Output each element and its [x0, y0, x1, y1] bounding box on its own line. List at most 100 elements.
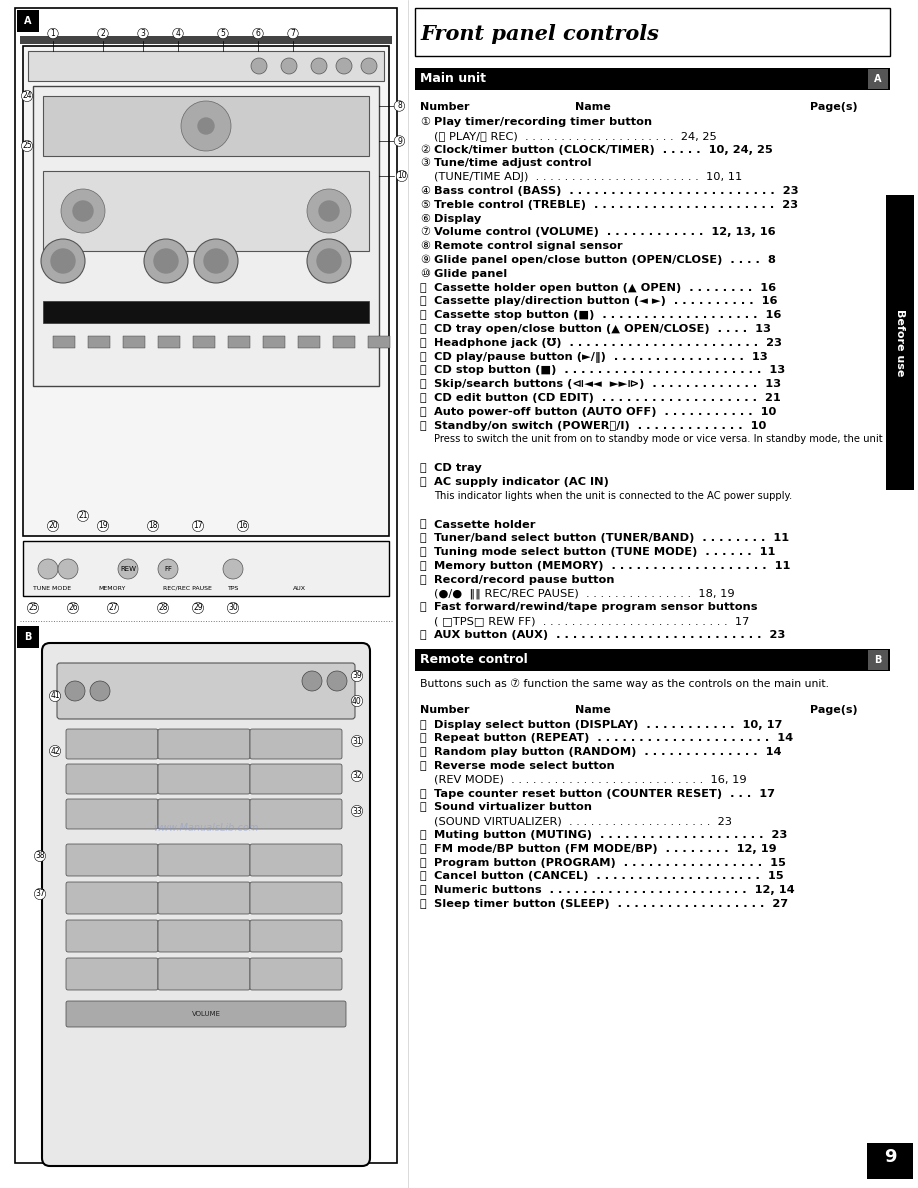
- Circle shape: [302, 671, 322, 691]
- Text: (SOUND VIRTUALIZER)  . . . . . . . . . . . . . . . . . . . .  23: (SOUND VIRTUALIZER) . . . . . . . . . . …: [434, 816, 732, 827]
- Text: ㉖: ㉖: [420, 548, 427, 557]
- FancyBboxPatch shape: [66, 1001, 346, 1026]
- FancyBboxPatch shape: [250, 843, 342, 876]
- Circle shape: [361, 58, 377, 74]
- Text: ⑳: ⑳: [420, 406, 427, 417]
- Text: Numeric buttons  . . . . . . . . . . . . . . . . . . . . . . . .  12, 14: Numeric buttons . . . . . . . . . . . . …: [434, 885, 795, 896]
- Text: 26: 26: [68, 604, 78, 613]
- Text: Treble control (TREBLE)  . . . . . . . . . . . . . . . . . . . . . .  23: Treble control (TREBLE) . . . . . . . . …: [434, 200, 798, 210]
- Text: ㉗: ㉗: [420, 561, 427, 571]
- Text: Sound virtualizer button: Sound virtualizer button: [434, 803, 592, 813]
- Text: Headphone jack (℧)  . . . . . . . . . . . . . . . . . . . . . . .  23: Headphone jack (℧) . . . . . . . . . . .…: [434, 337, 782, 348]
- Circle shape: [194, 239, 238, 283]
- Text: Memory button (MEMORY)  . . . . . . . . . . . . . . . . . . .  11: Memory button (MEMORY) . . . . . . . . .…: [434, 561, 790, 571]
- Circle shape: [51, 249, 75, 273]
- Text: 30: 30: [229, 604, 238, 613]
- Bar: [158, 336, 180, 348]
- Text: Buttons such as ⑦ function the same way as the controls on the main unit.: Buttons such as ⑦ function the same way …: [420, 678, 829, 689]
- Text: 31: 31: [353, 737, 362, 746]
- FancyBboxPatch shape: [66, 764, 158, 794]
- Bar: [20, 36, 392, 44]
- Text: ②: ②: [420, 145, 430, 154]
- Circle shape: [307, 189, 351, 233]
- Text: ( □TPS□ REW FF)  . . . . . . . . . . . . . . . . . . . . . . . . . .  17: ( □TPS□ REW FF) . . . . . . . . . . . . …: [434, 617, 749, 626]
- Text: (⌛ PLAY/⌛ REC)  . . . . . . . . . . . . . . . . . . . . .  24, 25: (⌛ PLAY/⌛ REC) . . . . . . . . . . . . .…: [434, 131, 717, 141]
- Text: ⑩: ⑩: [420, 268, 430, 279]
- Text: Tuning mode select button (TUNE MODE)  . . . . . .  11: Tuning mode select button (TUNE MODE) . …: [434, 548, 776, 557]
- Text: ㉑: ㉑: [420, 421, 427, 430]
- FancyBboxPatch shape: [66, 920, 158, 952]
- Text: This indicator lights when the unit is connected to the AC power supply.: This indicator lights when the unit is c…: [434, 491, 792, 501]
- Bar: [868, 69, 888, 89]
- Text: Reverse mode select button: Reverse mode select button: [434, 762, 615, 771]
- Text: Program button (PROGRAM)  . . . . . . . . . . . . . . . . .  15: Program button (PROGRAM) . . . . . . . .…: [434, 858, 786, 867]
- Circle shape: [181, 101, 231, 151]
- Text: ⑫: ⑫: [420, 296, 427, 307]
- Text: ㊱: ㊱: [420, 803, 427, 813]
- Text: Bass control (BASS)  . . . . . . . . . . . . . . . . . . . . . . . . .  23: Bass control (BASS) . . . . . . . . . . …: [434, 187, 799, 196]
- Text: ㉚: ㉚: [420, 630, 427, 640]
- Text: (REV MODE)  . . . . . . . . . . . . . . . . . . . . . . . . . . .  16, 19: (REV MODE) . . . . . . . . . . . . . . .…: [434, 775, 746, 785]
- Circle shape: [90, 681, 110, 701]
- Text: ㊴: ㊴: [420, 858, 427, 867]
- Bar: [867, 1143, 913, 1178]
- Text: 19: 19: [98, 522, 107, 531]
- Text: CD edit button (CD EDIT)  . . . . . . . . . . . . . . . . . . .  21: CD edit button (CD EDIT) . . . . . . . .…: [434, 393, 780, 403]
- Circle shape: [307, 239, 351, 283]
- Text: ⑱: ⑱: [420, 379, 427, 390]
- FancyBboxPatch shape: [250, 920, 342, 952]
- Text: Volume control (VOLUME)  . . . . . . . . . . . .  12, 13, 16: Volume control (VOLUME) . . . . . . . . …: [434, 227, 776, 238]
- Bar: [193, 336, 215, 348]
- Circle shape: [204, 249, 228, 273]
- Text: REW: REW: [120, 565, 136, 571]
- FancyBboxPatch shape: [158, 920, 250, 952]
- Text: Page(s): Page(s): [810, 102, 857, 112]
- Text: 9: 9: [884, 1148, 896, 1165]
- Text: 20: 20: [48, 522, 58, 531]
- Circle shape: [223, 560, 243, 579]
- Text: Page(s): Page(s): [810, 704, 857, 715]
- Text: 16: 16: [238, 522, 248, 531]
- Text: 25: 25: [22, 141, 32, 151]
- Text: 32: 32: [353, 771, 362, 781]
- Bar: [333, 336, 355, 348]
- Text: Cassette play/direction button (◄ ►)  . . . . . . . . . .  16: Cassette play/direction button (◄ ►) . .…: [434, 296, 778, 307]
- Bar: [23, 46, 389, 536]
- Circle shape: [251, 58, 267, 74]
- Text: 33: 33: [353, 807, 362, 815]
- Text: 39: 39: [353, 671, 362, 681]
- Text: 42: 42: [50, 746, 60, 756]
- FancyBboxPatch shape: [158, 729, 250, 759]
- Text: 38: 38: [35, 852, 45, 860]
- Text: ㉝: ㉝: [420, 747, 427, 757]
- Text: Front panel controls: Front panel controls: [420, 24, 659, 44]
- Circle shape: [58, 560, 78, 579]
- Text: 10: 10: [397, 171, 407, 181]
- Text: Cassette stop button (■)  . . . . . . . . . . . . . . . . . . .  16: Cassette stop button (■) . . . . . . . .…: [434, 310, 781, 321]
- Text: RQT5238: RQT5238: [869, 1165, 911, 1174]
- Text: (●/●  ‖‖ REC/REC PAUSE)  . . . . . . . . . . . . . . .  18, 19: (●/● ‖‖ REC/REC PAUSE) . . . . . . . . .…: [434, 588, 734, 599]
- Text: 3: 3: [140, 29, 145, 38]
- Bar: [415, 8, 890, 56]
- Circle shape: [281, 58, 297, 74]
- Text: ⑰: ⑰: [420, 366, 427, 375]
- Text: Press to switch the unit from on to standby mode or vice versa. In standby mode,: Press to switch the unit from on to stan…: [434, 435, 918, 444]
- Bar: [43, 171, 369, 251]
- Circle shape: [144, 239, 188, 283]
- Text: AC supply indicator (AC IN): AC supply indicator (AC IN): [434, 476, 609, 487]
- Text: ⑭: ⑭: [420, 324, 427, 334]
- Text: 1: 1: [50, 29, 55, 38]
- FancyBboxPatch shape: [66, 800, 158, 829]
- Circle shape: [198, 118, 214, 134]
- Text: CD tray open/close button (▲ OPEN/CLOSE)  . . . .  13: CD tray open/close button (▲ OPEN/CLOSE)…: [434, 324, 771, 334]
- Bar: [415, 649, 890, 671]
- Text: Number: Number: [420, 704, 469, 715]
- FancyBboxPatch shape: [250, 764, 342, 794]
- Text: 27: 27: [108, 604, 118, 613]
- Text: ③: ③: [420, 158, 430, 169]
- Text: Fast forward/rewind/tape program sensor buttons: Fast forward/rewind/tape program sensor …: [434, 602, 757, 612]
- Text: Clock/timer button (CLOCK/TIMER)  . . . . .  10, 24, 25: Clock/timer button (CLOCK/TIMER) . . . .…: [434, 145, 773, 154]
- Bar: [15, 8, 397, 1163]
- Text: Glide panel open/close button (OPEN/CLOSE)  . . . .  8: Glide panel open/close button (OPEN/CLOS…: [434, 255, 776, 265]
- Text: Play timer/recording timer button: Play timer/recording timer button: [434, 116, 652, 127]
